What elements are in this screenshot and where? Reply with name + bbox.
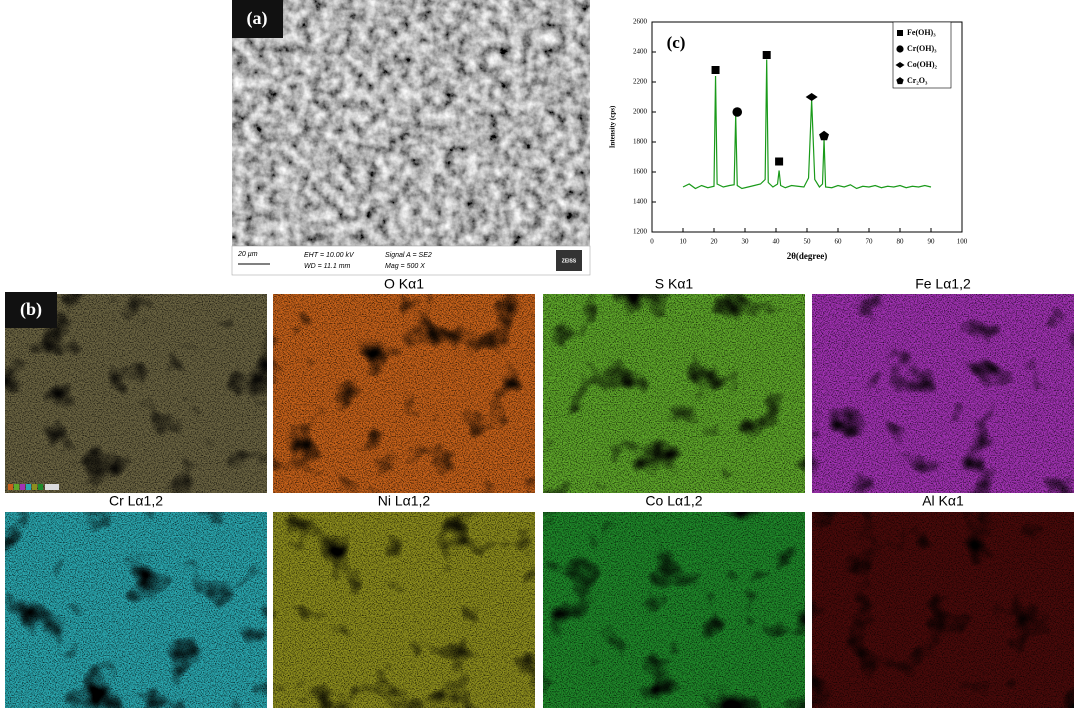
x-tick-label: 30 (742, 238, 750, 246)
legend-label: Cr(OH)₃ (907, 44, 937, 53)
map-title: Ni Lα1,2 (378, 493, 431, 509)
xrd-chart: 1200 1400 1600 1800 2000 2200 2400 2600 0 10 20 30 4… (609, 18, 968, 261)
x-tick-label: 60 (835, 238, 843, 246)
panel-label: (b) (20, 299, 42, 320)
legend-label: Fe(OH)₃ (907, 28, 936, 37)
marker-square (775, 157, 784, 166)
legend-swatch (8, 484, 13, 490)
legend-swatch (32, 484, 37, 490)
y-tick-label: 1200 (633, 228, 648, 236)
info-text: WD = 11.1 mm (304, 263, 351, 270)
panel-label: (c) (667, 33, 686, 52)
panel-label: (a) (247, 8, 268, 29)
map-title: Co Lα1,2 (645, 493, 702, 509)
info-text: EHT = 10.00 kV (304, 252, 355, 259)
legend-swatch (26, 484, 31, 490)
marker-circle (732, 107, 743, 117)
x-tick-label: 40 (773, 238, 781, 246)
marker-pentagon (819, 130, 829, 141)
legend-swatch (38, 484, 43, 490)
legend-label: Co(OH)₂ (907, 60, 938, 69)
brand-box (556, 250, 582, 271)
map-title: Cr Lα1,2 (109, 493, 163, 509)
legend-symbol (896, 77, 904, 85)
map-blotch (543, 294, 805, 493)
info-text: Mag = 500 X (385, 263, 425, 270)
label-box (232, 0, 283, 38)
map-blotch (812, 294, 1074, 493)
legend-swatch (45, 484, 59, 490)
x-tick-label: 90 (928, 238, 936, 246)
x-tick-label: 70 (866, 238, 874, 246)
map-blotch (273, 512, 535, 708)
x-tick-label: 20 (711, 238, 719, 246)
y-tick-label: 2400 (633, 48, 648, 56)
marker-square (711, 66, 720, 74)
map-blotch (273, 294, 535, 493)
y-tick-label: 2000 (633, 108, 648, 116)
legend-symbol (897, 30, 903, 36)
legend-symbol (896, 45, 904, 53)
map-title: Al Kα1 (922, 493, 964, 509)
x-tick-label: 10 (680, 238, 688, 246)
marker-square (762, 51, 771, 59)
map-title: S Kα1 (655, 276, 694, 292)
x-tick-label: 50 (804, 238, 812, 246)
label-box (5, 292, 57, 328)
info-text: Signal A = SE2 (385, 252, 432, 259)
xrd-line (682, 59, 932, 190)
x-tick-label: 100 (957, 238, 968, 246)
map-blotch (812, 512, 1074, 708)
y-tick-label: 1800 (633, 138, 648, 146)
legend-label: Cr₂O₃ (907, 76, 928, 85)
x-tick-label: 0 (650, 238, 654, 246)
scale-bar-label: 20 µm (237, 251, 258, 258)
y-tick-label: 1600 (633, 168, 648, 176)
map-blotch (543, 512, 805, 708)
marker-diamond (805, 93, 818, 101)
x-axis-label: 2θ(degree) (787, 251, 828, 261)
sem-image (232, 0, 590, 246)
y-tick-label: 2200 (633, 78, 648, 86)
y-tick-label: 2600 (633, 18, 648, 26)
map-blotch (5, 512, 267, 708)
brand: ZEISS (562, 258, 577, 264)
x-tick-label: 80 (897, 238, 905, 246)
legend-symbol (895, 62, 905, 68)
info-bar (231, 245, 591, 276)
y-tick-label: 1400 (633, 198, 648, 206)
map-title: O Kα1 (384, 276, 424, 292)
map-title: Fe Lα1,2 (915, 276, 971, 292)
legend-swatch (20, 484, 25, 490)
y-axis-label: Intensity (cps) (609, 105, 617, 148)
legend-swatch (14, 484, 19, 490)
eds-maps: (b) O Kα1 S Kα1 Fe Lα1,2 Cr Lα1,2 Ni Lα1,2 Co … (5, 276, 1074, 708)
